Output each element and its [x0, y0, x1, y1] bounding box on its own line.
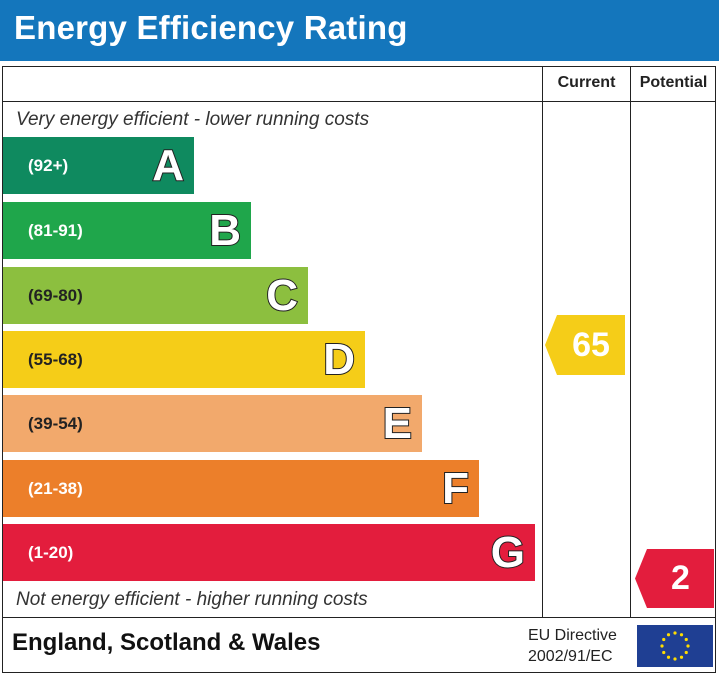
current-rating-arrow: 65 [545, 315, 625, 375]
band-range-e: (39-54) [28, 414, 83, 433]
column-header-current: Current [557, 74, 616, 91]
band-a: (92+) A [3, 137, 194, 194]
region-label: England, Scotland & Wales [12, 629, 321, 656]
band-b: (81-91) B [3, 202, 251, 259]
potential-rating-value: 2 [671, 559, 690, 597]
page-title: Energy Efficiency Rating [14, 9, 408, 46]
column-divider-current [542, 66, 543, 618]
band-range-b: (81-91) [28, 221, 83, 240]
band-range-f: (21-38) [28, 479, 83, 498]
eu-star [673, 657, 677, 661]
eu-directive-label: EU Directive [528, 627, 617, 644]
band-letter-e: E [382, 398, 413, 449]
eu-star [666, 633, 671, 637]
header-bar: Energy Efficiency Rating [0, 0, 719, 61]
band-range-d: (55-68) [28, 350, 83, 369]
band-e: (39-54) E [3, 395, 422, 452]
band-letter-f: F [441, 463, 470, 514]
potential-arrow-fill [635, 549, 714, 608]
chart-frame [2, 66, 716, 673]
eu-star [684, 637, 688, 642]
eu-star [660, 644, 664, 648]
potential-arrow-shape [635, 549, 714, 608]
eu-flag-icon [637, 625, 713, 667]
band-letter-d: D [322, 334, 356, 385]
band-f: (21-38) F [3, 460, 479, 517]
eu-star [666, 655, 671, 659]
band-letter-a: A [151, 140, 185, 191]
eu-star [662, 637, 666, 642]
band-letter-c: C [265, 270, 299, 321]
band-letter-b: B [208, 205, 242, 256]
eu-star [679, 633, 684, 637]
current-rating-value: 65 [572, 325, 610, 364]
column-header-potential: Potential [639, 74, 708, 91]
eu-directive-number: 2002/91/EC [528, 648, 613, 665]
caption-top: Very energy efficient - lower running co… [16, 109, 370, 130]
current-arrow-shape [545, 315, 625, 375]
footer-divider [2, 617, 716, 618]
band-c: (69-80) C [3, 267, 308, 324]
eu-star [662, 650, 666, 655]
band-range-a: (92+) [28, 156, 69, 175]
caption-bottom: Not energy efficient - higher running co… [16, 589, 368, 610]
band-range-c: (69-80) [28, 286, 83, 305]
header-row-divider [2, 101, 716, 102]
eu-star [679, 655, 684, 659]
column-divider-potential [630, 66, 631, 618]
band-d: (55-68) D [3, 331, 365, 388]
current-arrow-fill [545, 315, 625, 375]
eu-star [686, 644, 690, 648]
potential-rating-arrow: 2 [635, 549, 714, 608]
band-letter-g: G [490, 527, 526, 578]
eu-star [684, 650, 688, 655]
band-g: (1-20) G [3, 524, 535, 581]
eu-star [673, 631, 677, 635]
band-range-g: (1-20) [28, 543, 74, 562]
